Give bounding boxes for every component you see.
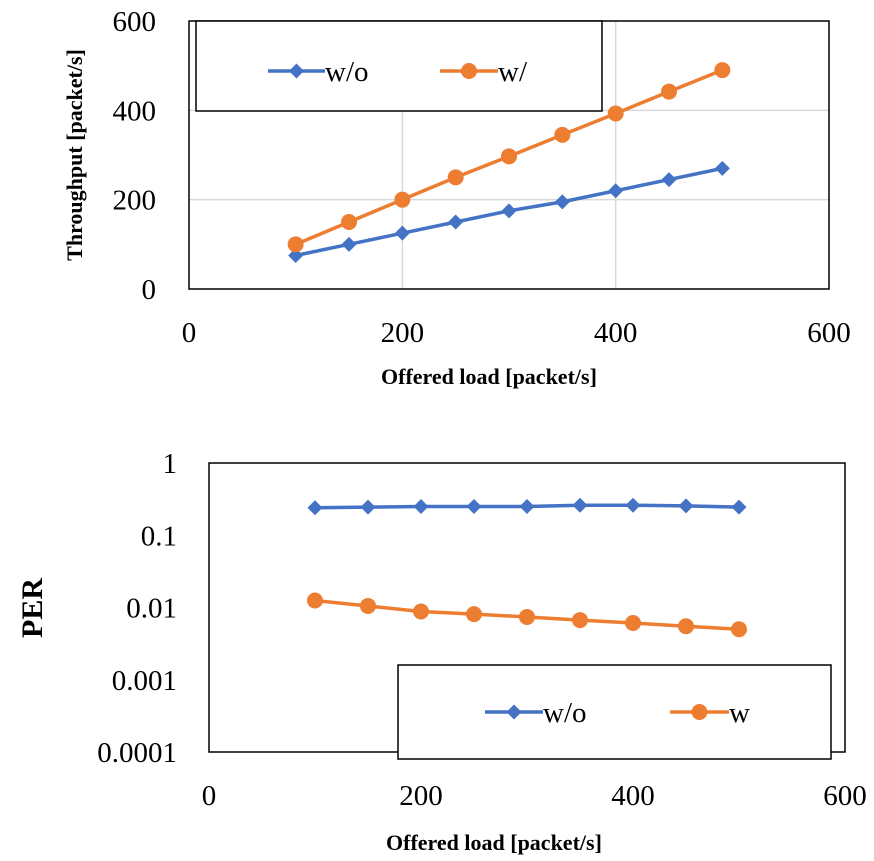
per-legend-box (397, 664, 832, 760)
throughput-y-tick-label: 400 (113, 95, 157, 127)
per-y-axis-title: PER (16, 578, 49, 638)
throughput-data-point (661, 83, 677, 100)
per-data-point (731, 499, 747, 515)
per-data-point (625, 615, 641, 632)
throughput-y-tick-label: 600 (113, 6, 157, 38)
per-data-point (678, 498, 694, 514)
per-data-point (731, 621, 747, 638)
per-y-tick-label: 0.0001 (97, 737, 177, 769)
per-x-axis-title: Offered load [packet/s] (386, 830, 602, 855)
throughput-data-point (714, 62, 731, 79)
per-data-point (572, 497, 588, 513)
throughput-data-point (447, 169, 464, 186)
throughput-data-point (608, 183, 624, 199)
throughput-data-point (341, 236, 357, 252)
throughput-legend-label: w/o (325, 56, 369, 88)
per-x-tick-labels: 0 200 400 600 (202, 780, 867, 812)
per-x-tick-label: 400 (611, 780, 655, 812)
per-data-point (413, 603, 429, 620)
throughput-x-tick-label: 200 (381, 317, 425, 349)
per-chart: 0.0001 0.001 0.01 0.1 1 0 200 400 600 Offered l… (16, 448, 867, 855)
per-data-point (466, 498, 482, 514)
per-data-point (413, 498, 429, 514)
throughput-legend-marker (461, 63, 477, 79)
throughput-x-tick-label: 0 (182, 317, 197, 349)
throughput-series (287, 62, 731, 263)
throughput-legend-box (195, 20, 603, 112)
per-legend-label: w/o (543, 697, 587, 729)
per-data-point (572, 612, 588, 629)
per-data-point (519, 608, 535, 625)
throughput-data-point (341, 214, 357, 230)
per-legend-label: w (729, 697, 750, 729)
per-y-tick-labels: 0.0001 0.001 0.01 0.1 1 (97, 448, 177, 769)
throughput-data-point (394, 191, 411, 208)
throughput-data-point (501, 148, 517, 165)
throughput-legend-label: w/ (498, 56, 528, 88)
throughput-data-point (607, 105, 624, 122)
per-x-tick-label: 0 (202, 780, 217, 812)
throughput-data-point (661, 172, 677, 188)
throughput-data-point (501, 203, 517, 219)
per-data-point (360, 499, 376, 515)
per-series (307, 497, 747, 638)
per-data-point (307, 592, 323, 609)
throughput-y-tick-label: 0 (142, 274, 157, 306)
per-legend-marker (691, 704, 708, 720)
throughput-data-point (448, 214, 464, 230)
throughput-x-axis-title: Offered load [packet/s] (381, 364, 597, 389)
per-data-point (519, 498, 535, 514)
throughput-x-tick-label: 600 (807, 317, 851, 349)
per-y-tick-label: 0.1 (141, 520, 177, 552)
per-data-point (307, 500, 323, 516)
per-legend: w/o w (397, 664, 832, 760)
throughput-y-axis-title: Throughput [packet/s] (62, 49, 87, 261)
throughput-series-1 (288, 160, 730, 263)
per-data-point (360, 597, 376, 614)
per-y-tick-label: 1 (163, 448, 178, 480)
per-x-tick-label: 200 (399, 780, 443, 812)
throughput-legend-marker (289, 63, 304, 79)
throughput-y-tick-labels: 0 200 400 600 (113, 6, 157, 306)
throughput-data-point (554, 194, 570, 210)
throughput-data-point (714, 160, 730, 176)
per-y-tick-label: 0.001 (112, 665, 177, 697)
throughput-data-point (554, 126, 571, 143)
throughput-legend: w/o w/ (195, 20, 603, 112)
throughput-data-point (394, 225, 410, 241)
per-series-2 (307, 592, 747, 638)
per-data-point (466, 606, 482, 623)
per-series-1 (307, 497, 747, 516)
throughput-data-point (287, 236, 304, 253)
per-legend-marker (506, 704, 522, 720)
per-data-point (625, 497, 641, 513)
per-x-tick-label: 600 (823, 780, 867, 812)
throughput-data-point (288, 248, 304, 263)
throughput-x-tick-label: 400 (594, 317, 638, 349)
throughput-x-tick-labels: 0 200 400 600 (182, 317, 851, 349)
throughput-series-2 (287, 62, 731, 253)
per-y-tick-label: 0.01 (126, 593, 177, 625)
throughput-y-tick-label: 200 (113, 185, 157, 217)
throughput-chart: 0 200 400 600 0 200 400 600 Offered load [pack… (62, 6, 851, 389)
per-data-point (678, 618, 694, 635)
